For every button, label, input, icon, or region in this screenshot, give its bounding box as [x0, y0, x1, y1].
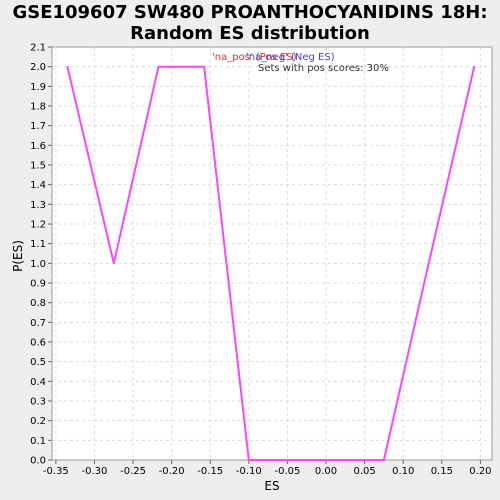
- legend-pos-es: 'na_pos' (Pos ES): [212, 52, 297, 63]
- series-point: [112, 262, 115, 265]
- legend: 'na_pos' (Pos ES) 'na_neg' (Neg ES) Sets…: [212, 52, 389, 74]
- chart-title: GSE109607 SW480 PROANTHOCYANIDINS 18H: R…: [0, 2, 500, 44]
- x-tick-label: 0.20: [469, 466, 491, 477]
- x-tick-label: -0.20: [159, 466, 185, 477]
- y-tick-label: 0.6: [30, 338, 46, 349]
- x-tick-label: 0.00: [315, 466, 337, 477]
- y-tick-label: 1.5: [30, 161, 46, 172]
- series-point: [203, 65, 205, 68]
- x-axis-title: ES: [264, 479, 279, 493]
- y-axis-title: P(ES): [11, 240, 25, 272]
- legend-pos-scores: Sets with pos scores: 30%: [258, 63, 389, 74]
- y-tick-label: 1.1: [30, 239, 46, 250]
- x-tick-label: -0.10: [236, 466, 262, 477]
- grid: [52, 47, 492, 460]
- y-tick-label: 1.3: [30, 200, 46, 211]
- y-tick-label: 0.8: [30, 298, 46, 309]
- y-tick-label: 1.4: [30, 180, 46, 191]
- chart-title-line-2: Random ES distribution: [130, 23, 370, 44]
- plot-area: [51, 46, 493, 461]
- x-tick-label: -0.05: [275, 466, 301, 477]
- x-tick-label: 0.05: [353, 466, 375, 477]
- y-tick-label: 0.0: [30, 456, 46, 467]
- x-tick-label: -0.25: [120, 466, 146, 477]
- series-point: [157, 65, 160, 68]
- y-tick-label: 2.0: [30, 62, 46, 73]
- series-point: [292, 459, 295, 461]
- x-tick-label: -0.35: [43, 466, 69, 477]
- series-point: [338, 459, 340, 461]
- series-point: [383, 459, 385, 461]
- series-point: [248, 459, 250, 461]
- axes: 0.0 0.1 0.2 0.3 0.4 0.5 0.6 0.7 0.8 0.9 1.0 1.1 1.2 1…: [30, 43, 491, 478]
- y-tick-label: 0.5: [30, 357, 46, 368]
- y-tick-label: 1.2: [30, 220, 46, 231]
- y-tick-label: 0.3: [30, 397, 46, 408]
- y-tick-label: 0.2: [30, 416, 46, 427]
- x-tick-label: -0.30: [82, 466, 108, 477]
- y-tick-label: 1.8: [30, 102, 46, 113]
- y-tick-label: 1.7: [30, 121, 46, 132]
- y-tick-label: 0.7: [30, 318, 46, 329]
- series-point: [427, 262, 430, 265]
- y-tick-label: 2.1: [30, 43, 46, 54]
- x-tick-label: 0.10: [392, 466, 414, 477]
- y-tick-label: 1.0: [30, 259, 46, 270]
- y-tick-label: 0.4: [30, 377, 46, 388]
- chart-title-line-1: GSE109607 SW480 PROANTHOCYANIDINS 18H:: [12, 2, 488, 23]
- x-tick-label: 0.15: [431, 466, 453, 477]
- y-tick-label: 0.1: [30, 436, 46, 447]
- y-tick-label: 0.9: [30, 279, 46, 290]
- series-point: [66, 65, 69, 68]
- series-layer: [66, 65, 476, 461]
- legend-neg-es: 'na_neg' (Neg ES): [246, 52, 335, 63]
- y-tick-label: 1.6: [30, 141, 46, 152]
- y-tick-label: 1.9: [30, 82, 46, 93]
- series-line: [66, 65, 476, 461]
- series-point: [473, 65, 476, 68]
- x-tick-label: -0.15: [197, 466, 223, 477]
